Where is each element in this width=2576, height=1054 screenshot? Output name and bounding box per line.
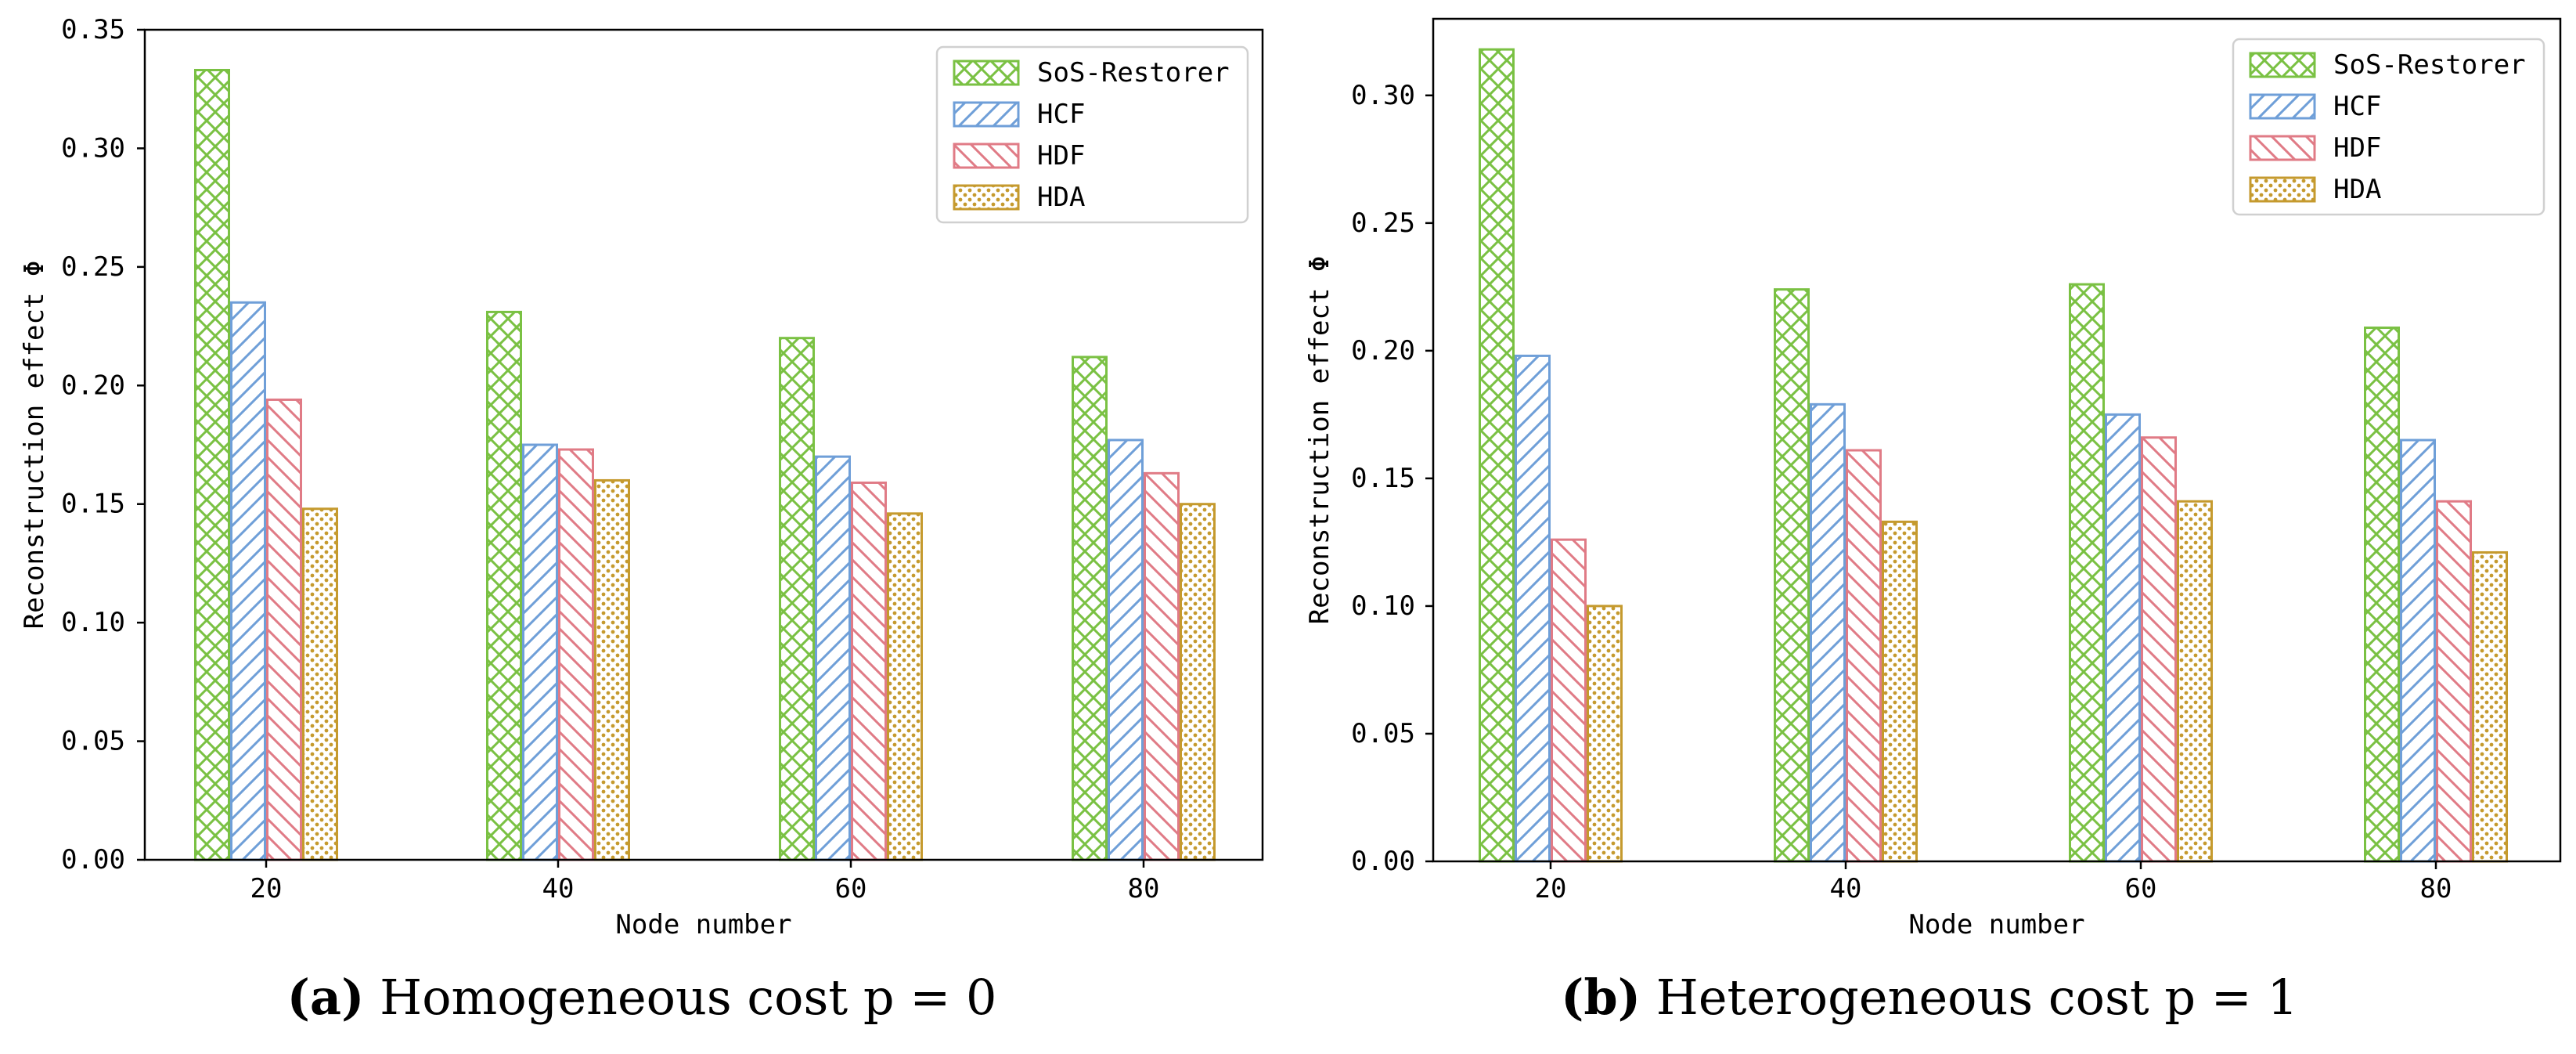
y-tick-label: 0.30 (61, 132, 125, 164)
bar-hda-20 (302, 507, 338, 861)
y-tick-label: 0.20 (61, 370, 125, 401)
bar-hda-60 (887, 512, 923, 861)
bar-sos-20 (1479, 48, 1515, 863)
bar-sos-40 (486, 310, 522, 861)
y-tick-label: 0.35 (61, 14, 125, 45)
x-tick-label: 20 (250, 873, 283, 904)
legend-swatch-hda (953, 184, 1020, 211)
bar-hcf-20 (230, 301, 266, 861)
legend: SoS-Restorer HCF HDF HDA (2232, 38, 2545, 216)
legend: SoS-Restorer HCF HDF HDA (935, 45, 1249, 224)
bar-sos-40 (1774, 288, 1810, 863)
y-tick-label: 0.15 (61, 489, 125, 520)
bar-hda-60 (2177, 500, 2213, 863)
y-axis-label: Reconstruction effect Φ (19, 261, 50, 630)
bar-hda-80 (2472, 550, 2508, 863)
panel-caption: (a) Homogeneous cost p = 0 (287, 969, 997, 1026)
legend-swatch-hdf (2249, 135, 2316, 161)
bar-hdf-40 (1846, 449, 1882, 863)
bar-sos-60 (2069, 283, 2105, 863)
y-tick-label: 0.05 (1351, 718, 1415, 749)
x-tick-label: 80 (2420, 873, 2452, 904)
y-tick-label: 0.10 (1351, 590, 1415, 622)
bar-sos-60 (779, 337, 815, 861)
bar-hcf-40 (1810, 402, 1846, 863)
legend-label-sos: SoS-Restorer (1037, 57, 1230, 88)
bar-hda-20 (1587, 605, 1623, 863)
bar-hcf-20 (1515, 354, 1551, 863)
x-axis-label: Node number (615, 909, 791, 940)
bar-sos-20 (194, 68, 230, 861)
bar-hdf-20 (266, 398, 302, 861)
y-tick-label: 0.30 (1351, 80, 1415, 111)
bar-hda-40 (1882, 520, 1918, 863)
legend-swatch-sos (2249, 52, 2316, 78)
bar-sos-80 (2364, 327, 2400, 863)
x-tick-label: 40 (1830, 873, 1862, 904)
plot-frame (1432, 17, 2562, 863)
bar-hcf-40 (522, 443, 558, 861)
bar-hdf-20 (1551, 538, 1587, 863)
legend-box (2232, 38, 2545, 216)
x-tick-label: 60 (2125, 873, 2157, 904)
bar-hcf-80 (1108, 439, 1144, 861)
x-tick-label: 80 (1128, 873, 1160, 904)
x-tick-label: 40 (542, 873, 575, 904)
y-tick-label: 0.10 (61, 607, 125, 638)
bar-hda-80 (1180, 503, 1216, 861)
x-tick-label: 60 (835, 873, 867, 904)
legend-label-hdf: HDF (1037, 140, 1085, 171)
legend-label-hcf: HCF (2333, 91, 2381, 122)
y-tick-label: 0.00 (61, 844, 125, 875)
legend-label-hdf: HDF (2333, 132, 2381, 164)
bar-hcf-80 (2400, 439, 2436, 863)
legend-label-sos: SoS-Restorer (2333, 49, 2526, 81)
plot-frame (143, 28, 1264, 861)
legend-label-hda: HDA (1037, 182, 1085, 213)
y-tick-label: 0.05 (61, 726, 125, 757)
bar-hcf-60 (2105, 413, 2141, 863)
bar-sos-80 (1072, 356, 1108, 861)
bar-hdf-40 (558, 448, 594, 861)
bar-hdf-60 (2141, 436, 2177, 863)
bar-hda-40 (594, 478, 630, 861)
bar-hdf-60 (851, 481, 887, 861)
legend-swatch-hda (2249, 176, 2316, 203)
panel-caption: (b) Heterogeneous cost p = 1 (1561, 969, 2298, 1026)
chart-panel-b: 0.00 0.05 0.10 0.15 0.20 0.25 0.30 20 40 60 80 Node… (1304, 17, 2562, 1026)
bar-hcf-60 (815, 455, 851, 861)
bar-hdf-80 (2436, 500, 2472, 863)
legend-swatch-hdf (953, 143, 1020, 169)
y-tick-label: 0.00 (1351, 846, 1415, 877)
legend-swatch-sos (953, 60, 1020, 86)
legend-swatch-hcf (2249, 93, 2316, 120)
y-tick-label: 0.15 (1351, 463, 1415, 494)
y-tick-label: 0.20 (1351, 335, 1415, 366)
legend-label-hda: HDA (2333, 174, 2381, 205)
x-axis-label: Node number (1908, 909, 2084, 940)
legend-label-hcf: HCF (1037, 99, 1085, 130)
legend-box (935, 45, 1249, 224)
y-tick-label: 0.25 (61, 251, 125, 283)
chart-panel-a: 0.00 0.05 0.10 0.15 0.20 0.25 0.30 0.35 20 40 60 80… (19, 14, 1264, 1026)
y-tick-label: 0.25 (1351, 208, 1415, 239)
x-tick-label: 20 (1535, 873, 1567, 904)
legend-swatch-hcf (953, 101, 1020, 128)
bar-hdf-80 (1144, 471, 1180, 861)
y-axis-label: Reconstruction effect Φ (1304, 256, 1335, 625)
